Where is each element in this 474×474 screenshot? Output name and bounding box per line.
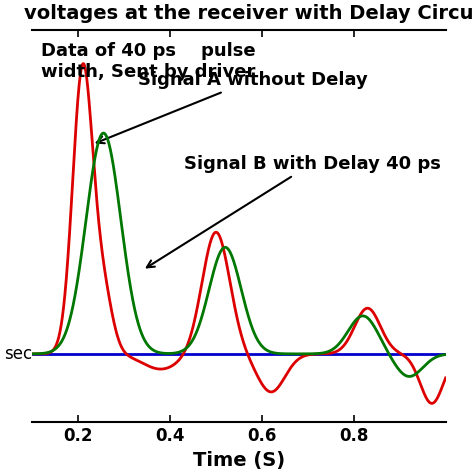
Text: voltages at the receiver with Delay Circuit: voltages at the receiver with Delay Circ… xyxy=(24,4,474,23)
Text: Data of 40 ps    pulse
width, Sent by driver: Data of 40 ps pulse width, Sent by drive… xyxy=(41,42,255,81)
Text: Signal B with Delay 40 ps: Signal B with Delay 40 ps xyxy=(147,155,441,267)
Text: sec: sec xyxy=(4,345,32,363)
Text: Signal A without Delay: Signal A without Delay xyxy=(97,71,368,143)
X-axis label: Time (S): Time (S) xyxy=(193,451,285,470)
